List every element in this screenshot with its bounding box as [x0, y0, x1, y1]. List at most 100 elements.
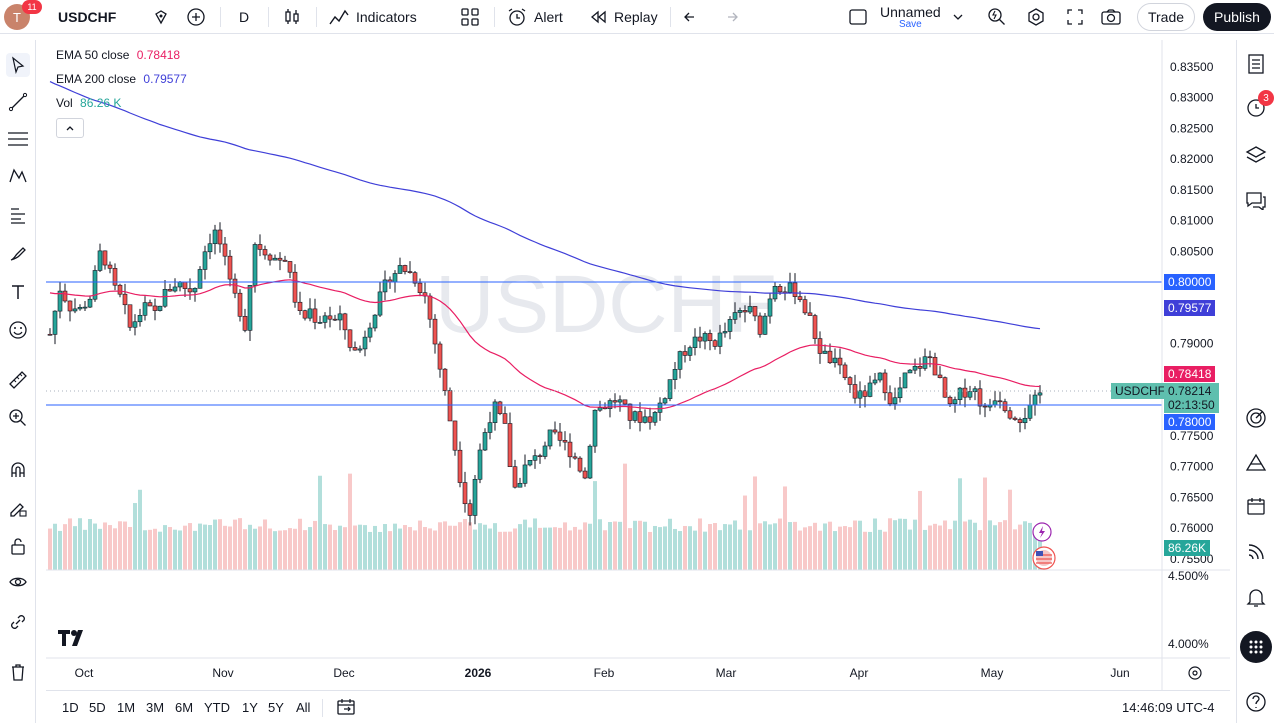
layout-menu[interactable]	[848, 0, 868, 34]
lock-pencil-icon[interactable]	[6, 496, 30, 520]
volume-bar	[58, 530, 62, 570]
notification-badge: 11	[22, 0, 42, 14]
pattern-icon[interactable]	[6, 164, 30, 188]
candle-body	[142, 302, 148, 316]
volume-bar	[563, 522, 567, 570]
replay-button[interactable]: Replay	[588, 0, 658, 34]
ideas-icon[interactable]	[1244, 450, 1268, 474]
range-1y[interactable]: 1Y	[242, 700, 258, 715]
candle-body	[147, 302, 153, 307]
candle-style-icon[interactable]	[282, 0, 302, 34]
volume-bar	[1028, 522, 1032, 570]
volume-bar	[158, 531, 162, 570]
zoom-in-icon[interactable]	[6, 406, 30, 430]
notifications-bell-icon[interactable]	[1244, 585, 1268, 609]
candle-body	[427, 295, 433, 320]
symbol-search[interactable]: USDCHF	[48, 4, 176, 30]
trash-icon[interactable]	[6, 660, 30, 684]
volume-bar	[453, 525, 457, 570]
volume-bar	[588, 523, 592, 570]
volume-bar	[583, 522, 587, 570]
chevron-down-icon[interactable]	[952, 0, 964, 34]
vol-value: 86.26 K	[80, 96, 122, 110]
candle-body	[672, 369, 678, 380]
indicators-button[interactable]: Indicators	[328, 0, 417, 34]
brush-icon[interactable]	[6, 242, 30, 266]
volume-bar	[413, 530, 417, 570]
calendar-icon[interactable]	[1244, 494, 1268, 518]
emoji-icon[interactable]	[6, 318, 30, 342]
range-all[interactable]: All	[296, 700, 311, 715]
compare-symbol-icon[interactable]	[186, 0, 206, 34]
add-favorite-icon[interactable]	[152, 0, 170, 34]
volume-bar	[693, 530, 697, 570]
collapse-legend-button[interactable]	[56, 118, 84, 138]
candle-body	[432, 318, 438, 345]
price-tick-label: 0.81000	[1170, 214, 1214, 228]
eye-icon[interactable]	[6, 570, 30, 594]
clock-label[interactable]: 14:46:09 UTC-4	[1122, 700, 1215, 715]
chat-icon[interactable]	[1244, 188, 1268, 212]
range-3m[interactable]: 3M	[146, 700, 165, 715]
volume-bar	[208, 525, 212, 570]
candle-body	[542, 445, 548, 457]
range-1d[interactable]: 1D	[62, 700, 79, 715]
publish-label: Publish	[1214, 9, 1260, 25]
range-5y[interactable]: 5Y	[268, 700, 284, 715]
lock-icon[interactable]	[6, 534, 30, 558]
candle-body	[1027, 404, 1033, 419]
interval-button[interactable]: D	[239, 0, 249, 34]
layouts-icon[interactable]	[460, 0, 480, 34]
text-icon[interactable]	[6, 280, 30, 304]
help-icon[interactable]	[1244, 690, 1268, 714]
candle-body	[912, 365, 918, 371]
candle-body	[287, 261, 293, 273]
watchlist-icon[interactable]	[1244, 52, 1268, 76]
redo-icon[interactable]	[721, 0, 739, 34]
volume-bar	[683, 525, 687, 570]
axis-settings-icon[interactable]	[1188, 666, 1202, 680]
range-5d[interactable]: 5D	[89, 700, 106, 715]
trade-button[interactable]: Trade	[1137, 3, 1195, 31]
fib-retracement-icon[interactable]	[6, 127, 30, 151]
news-stream-icon[interactable]	[1244, 540, 1268, 564]
candle-body	[457, 449, 463, 483]
link-icon[interactable]	[6, 610, 30, 634]
volume-bar	[978, 530, 982, 570]
volume-bar	[203, 524, 207, 570]
forecast-icon[interactable]	[6, 203, 30, 227]
undo-icon[interactable]	[683, 0, 701, 34]
candle-body	[367, 327, 373, 338]
candle-body	[767, 298, 773, 317]
layout-name[interactable]: Unnamed Save	[880, 0, 941, 34]
price-chart[interactable]: USDCHF 0.83500 0.83000 0.82500 0.82000 0.815…	[46, 40, 1230, 690]
publish-button[interactable]: Publish	[1203, 3, 1271, 31]
ruler-icon[interactable]	[6, 368, 30, 392]
camera-icon[interactable]	[1100, 0, 1122, 34]
apps-grid-icon[interactable]	[1240, 631, 1272, 663]
layers-icon[interactable]	[1244, 143, 1268, 167]
quick-search-icon[interactable]	[987, 0, 1007, 34]
candle-body	[467, 503, 473, 516]
alert-button[interactable]: Alert	[506, 0, 563, 34]
settings-icon[interactable]	[1026, 0, 1046, 34]
range-ytd[interactable]: YTD	[204, 700, 230, 715]
indicators-label: Indicators	[356, 9, 417, 25]
volume-bar	[313, 520, 317, 570]
chart-pane[interactable]: USDCHF 0.83500 0.83000 0.82500 0.82000 0.815…	[46, 40, 1230, 690]
magnet-icon[interactable]	[6, 458, 30, 482]
range-6m[interactable]: 6M	[175, 700, 194, 715]
cursor-icon[interactable]	[6, 53, 30, 77]
target-icon[interactable]	[1244, 406, 1268, 430]
alerts-clock-icon[interactable]	[1244, 95, 1268, 119]
volume-legend[interactable]: Vol 86.26 K	[56, 96, 121, 110]
fullscreen-icon[interactable]	[1065, 0, 1085, 34]
ema200-legend[interactable]: EMA 200 close 0.79577	[56, 72, 187, 86]
range-1m[interactable]: 1M	[117, 700, 136, 715]
candle-body	[112, 268, 118, 286]
trend-line-icon[interactable]	[6, 90, 30, 114]
ema50-legend[interactable]: EMA 50 close 0.78418	[56, 48, 180, 62]
time-tick-label: May	[981, 666, 1004, 680]
goto-date-icon[interactable]	[336, 697, 356, 722]
candle-body	[352, 347, 358, 351]
